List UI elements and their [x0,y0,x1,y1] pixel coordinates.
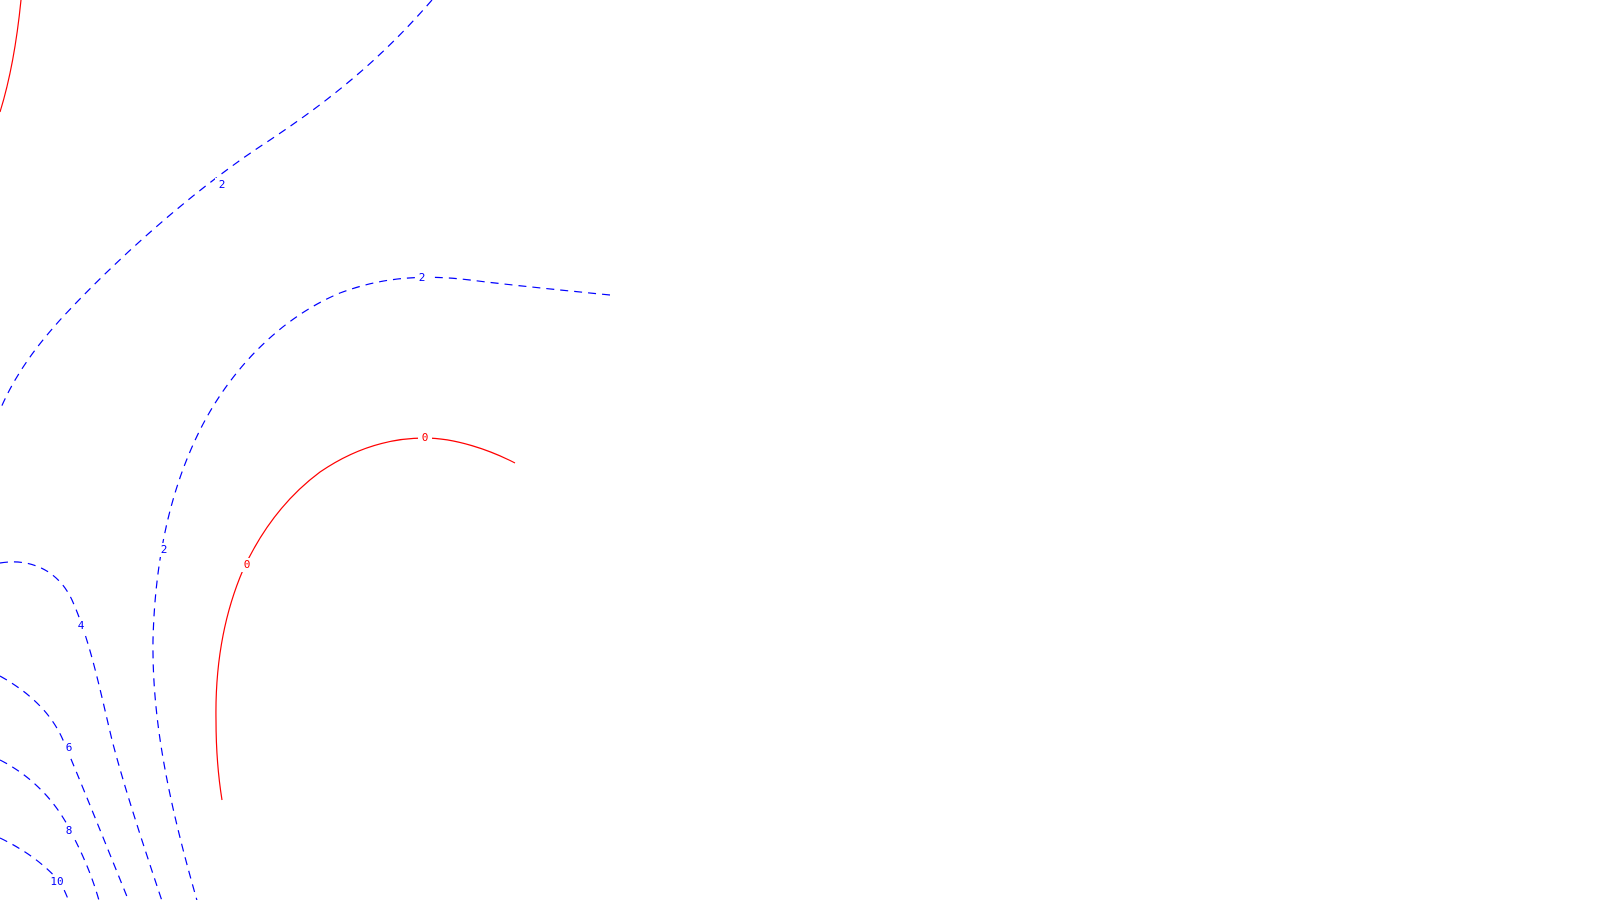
label-bg-4 [74,619,88,633]
label-bg-10 [48,875,66,889]
contour-label-2-inner-side: 2 [161,543,168,556]
contour-labels: 2 2 2 0 0 4 6 8 10 [48,178,432,889]
contour-label-4: 4 [78,619,85,632]
label-bg-2-outer [215,178,229,192]
contour-label-8: 8 [66,824,73,837]
label-bg-2-inner-top [415,271,429,285]
contour-label-0-side: 0 [244,558,251,571]
label-bg-6 [62,741,76,755]
label-bg-2-inner-side [157,543,171,557]
contour-line-red-top-left [0,0,22,113]
label-bg-0-top [418,431,432,445]
contour-line-2-inner [152,276,611,900]
contour-label-10: 10 [50,875,63,888]
label-bg-0-side [240,558,254,572]
contour-label-0-top: 0 [422,431,429,444]
contour-line-2-outer [0,0,433,411]
label-bg-8 [62,824,76,838]
contour-label-2-inner-top: 2 [419,271,426,284]
contour-label-2-outer: 2 [219,178,226,191]
contour-line-4 [0,561,163,900]
contour-label-6: 6 [66,741,73,754]
